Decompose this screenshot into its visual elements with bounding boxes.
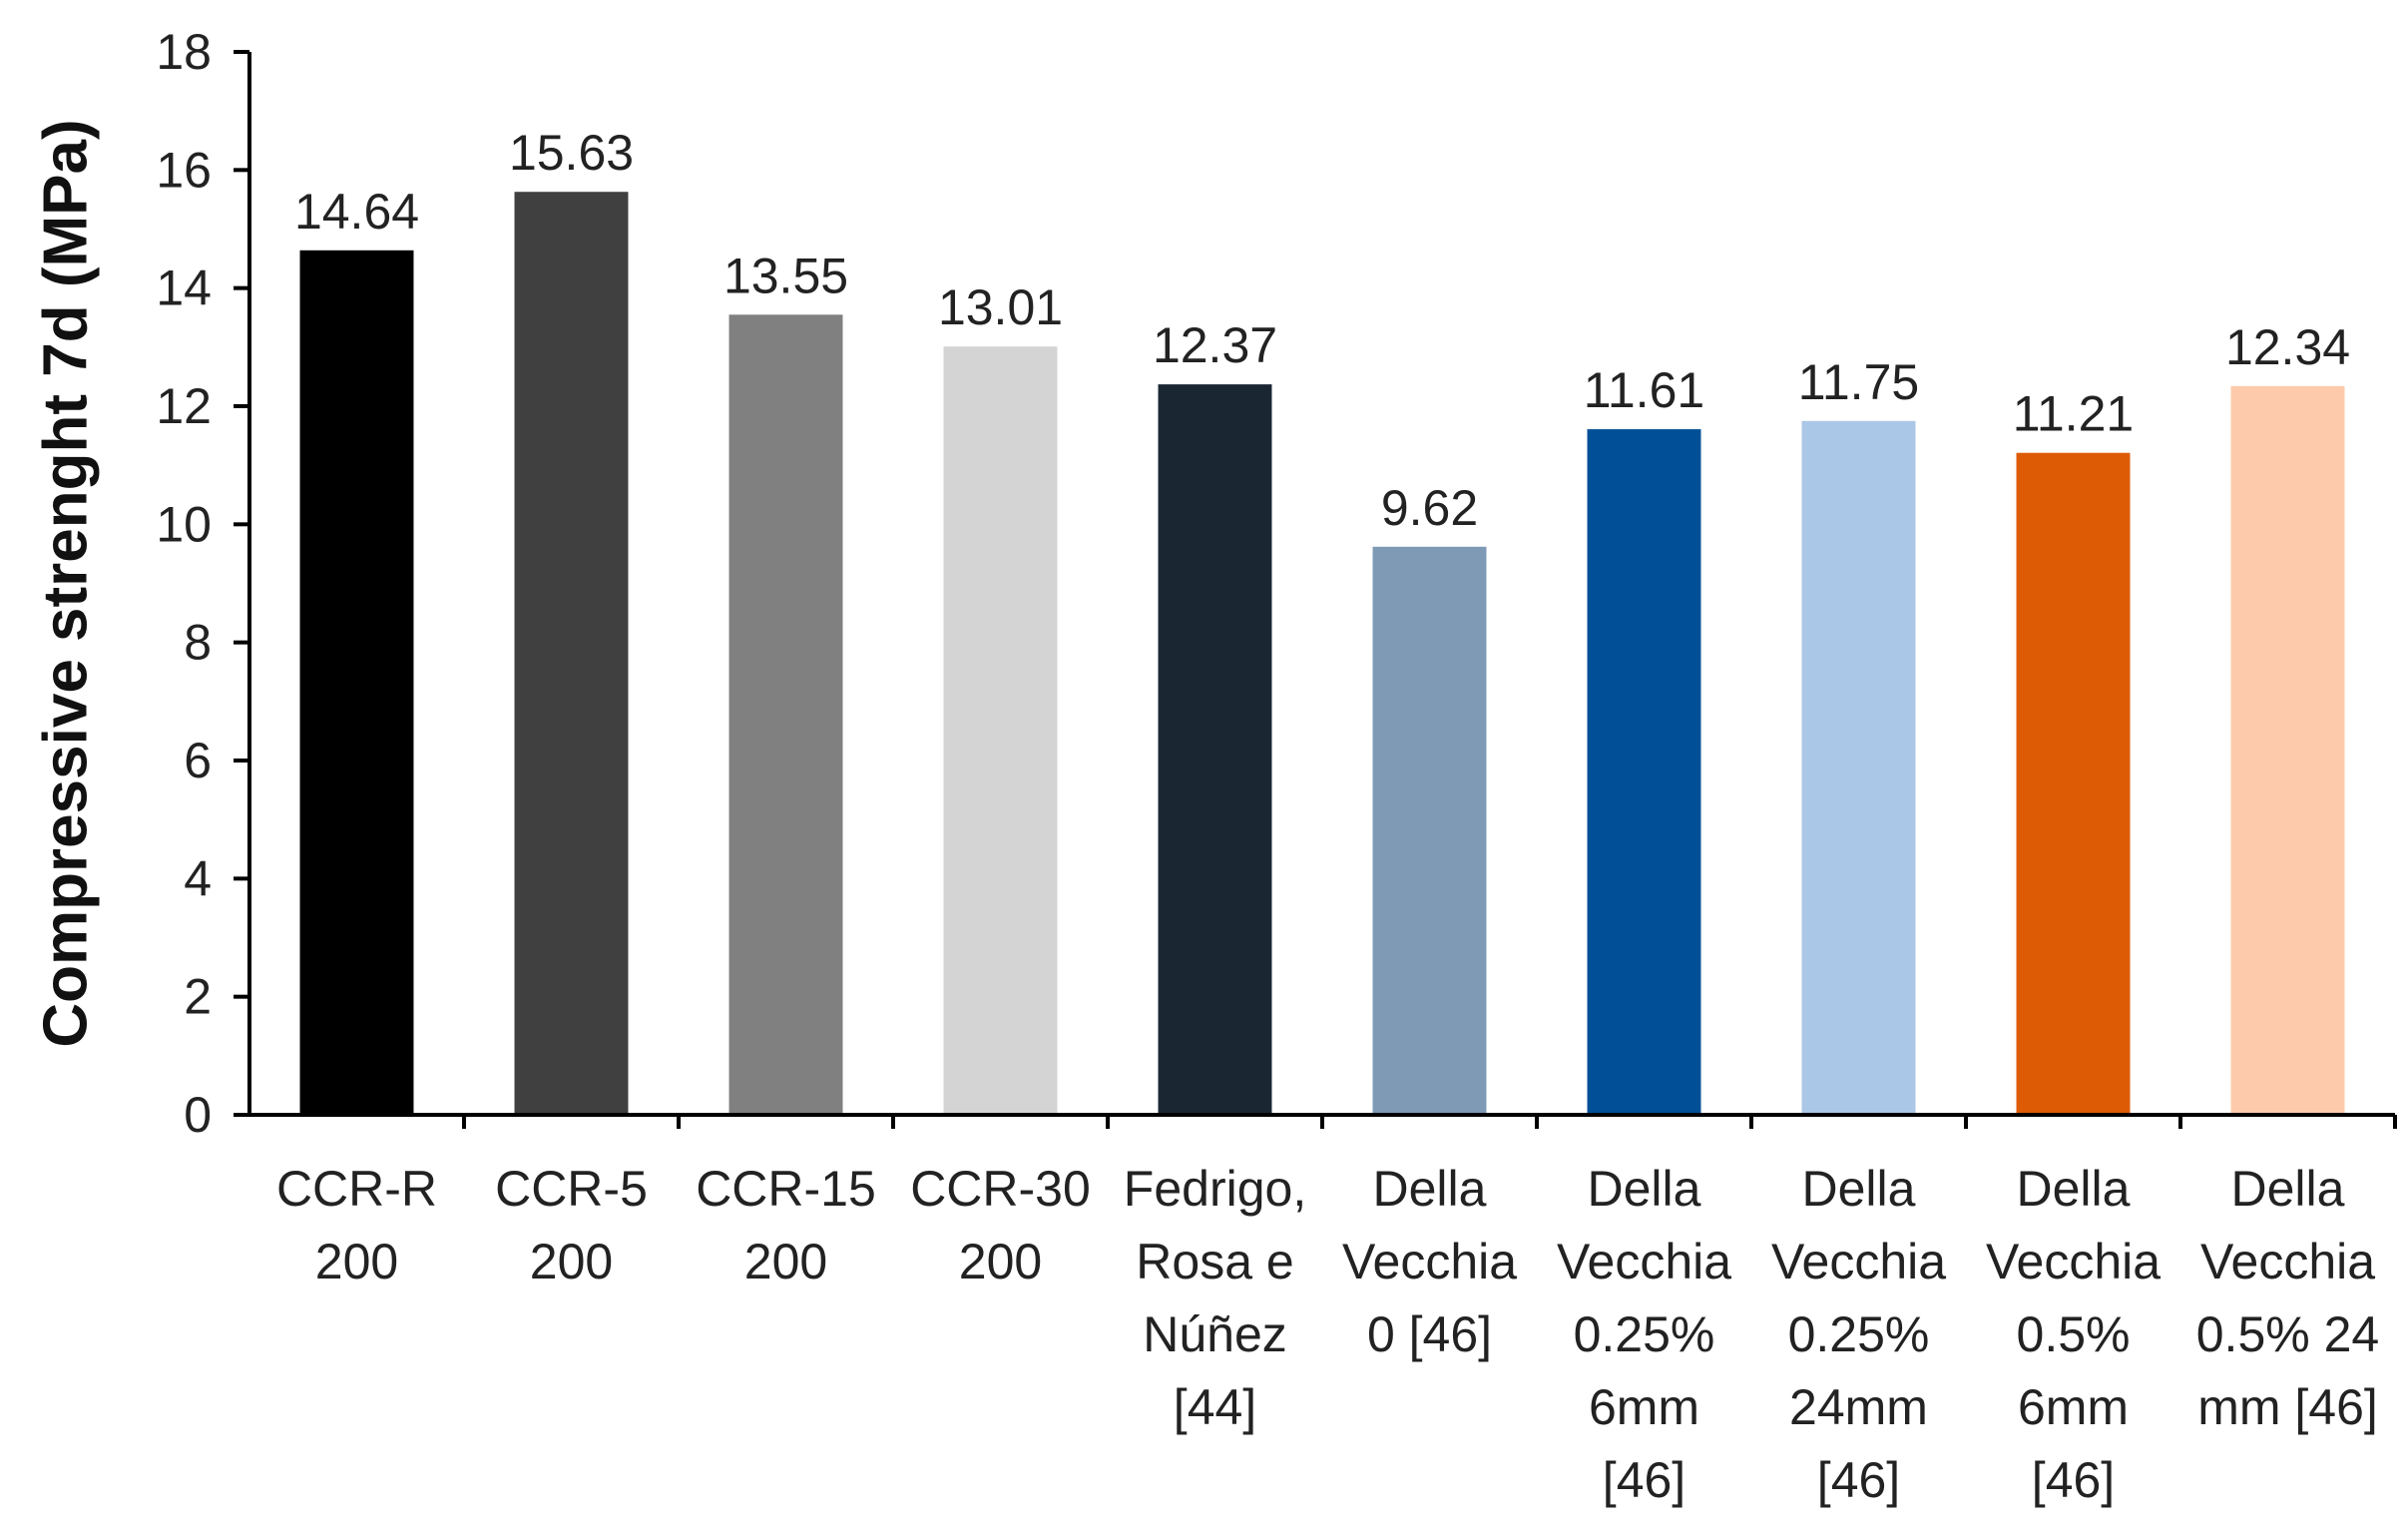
bar — [2230, 385, 2345, 1116]
data-label: 12.34 — [2225, 319, 2350, 375]
category-labels-group: CCR-R 200 CCR-5 200 CCR-15 200 CCR-30 200 Fedrig… — [276, 1161, 2379, 1508]
y-tick-label: 14 — [156, 260, 212, 316]
data-labels-group: 14.64 15.63 13.55 13.01 12.37 9.62 11.61 11.75 1… — [294, 125, 2350, 536]
x-category-label: CCR-R 200 — [276, 1161, 437, 1289]
x-category-label: Della Vecchia 0 [46] — [1342, 1161, 1517, 1362]
y-tick-label: 4 — [184, 850, 212, 906]
x-category-label: Della Vecchia 0.5% 24 mm [46] — [2196, 1161, 2379, 1435]
y-tick-label: 2 — [184, 969, 212, 1025]
bars-group — [299, 192, 2345, 1116]
x-category-label: Della Vecchia 0.25% 24mm [46] — [1771, 1161, 1946, 1508]
y-tick-label: 8 — [184, 615, 212, 671]
data-label: 11.61 — [1584, 362, 1704, 418]
y-axis-title: Compressive strenght 7d (MPa) — [31, 119, 100, 1047]
x-category-label: Della Vecchia 0.5% 6mm [46] — [1986, 1161, 2161, 1508]
y-tick-label: 12 — [156, 378, 212, 434]
bar — [943, 346, 1058, 1115]
bar — [1587, 429, 1701, 1115]
bar — [728, 314, 843, 1116]
bar — [1372, 546, 1487, 1115]
x-category-label: CCR-30 200 — [910, 1161, 1091, 1289]
data-label: 11.21 — [2013, 386, 2134, 442]
x-category-label: Della Vecchia 0.25% 6mm [46] — [1557, 1161, 1731, 1508]
y-tick-label: 0 — [184, 1087, 212, 1143]
bar — [1158, 384, 1272, 1115]
bar — [2016, 452, 2131, 1115]
data-label: 15.63 — [509, 125, 634, 181]
data-label: 9.62 — [1381, 480, 1478, 536]
x-axis-ticks — [462, 1115, 2397, 1129]
y-tick-label: 10 — [156, 496, 212, 552]
y-tick-label: 16 — [156, 142, 212, 198]
y-tick-label: 18 — [156, 24, 212, 80]
bar — [514, 192, 629, 1116]
bar — [299, 250, 414, 1116]
data-label: 14.64 — [294, 184, 419, 240]
data-label: 11.75 — [1798, 354, 1919, 410]
x-category-label: CCR-5 200 — [495, 1161, 648, 1289]
x-category-label: Fedrigo, Rosa e Núñez [44] — [1124, 1161, 1306, 1435]
bar — [1801, 420, 1916, 1116]
y-axis-ticks: 0 2 4 6 8 10 12 14 16 18 — [156, 24, 249, 1143]
x-category-label: CCR-15 200 — [696, 1161, 876, 1289]
y-tick-label: 6 — [184, 733, 212, 788]
data-label: 12.37 — [1153, 317, 1277, 373]
data-label: 13.55 — [723, 248, 848, 303]
data-label: 13.01 — [938, 279, 1063, 335]
